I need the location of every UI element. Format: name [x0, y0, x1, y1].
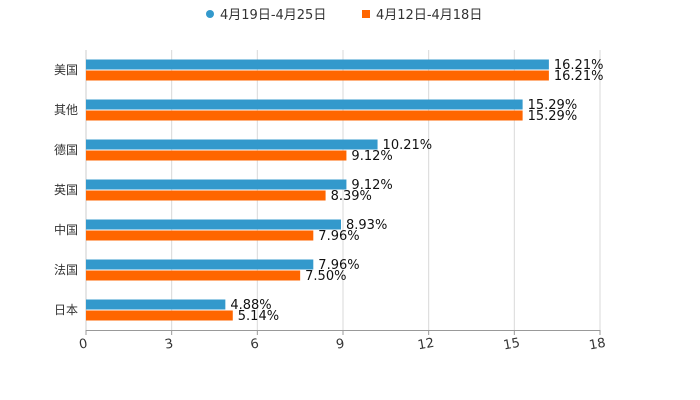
legend-marker-series-1	[206, 10, 214, 18]
data-label: 5.14%	[238, 309, 279, 324]
x-tick-label: 9	[335, 336, 346, 352]
legend-marker-series-2	[362, 10, 370, 18]
legend-label: 4月19日-4月25日	[220, 8, 326, 23]
category-label: 德国	[54, 142, 78, 157]
category-label: 其他	[54, 103, 78, 117]
data-label: 4.88%	[230, 298, 271, 313]
data-label: 10.21%	[383, 138, 433, 153]
data-label: 7.50%	[305, 269, 346, 284]
data-label: 8.93%	[346, 218, 387, 233]
x-tick-label: 12	[417, 336, 436, 354]
data-label: 7.96%	[318, 229, 359, 244]
data-label: 7.96%	[318, 258, 359, 273]
legend-label: 4月12日-4月18日	[376, 8, 482, 23]
data-label: 15.29%	[528, 109, 578, 124]
x-tick-label: 6	[249, 336, 260, 352]
category-label: 法国	[54, 263, 78, 277]
bar-series-1	[86, 99, 523, 110]
bar-series-2	[86, 110, 523, 121]
x-tick-label: 18	[588, 336, 607, 354]
bar-series-2	[86, 270, 301, 281]
data-label: 15.29%	[528, 98, 578, 113]
bar-series-1	[86, 179, 347, 190]
bar-series-1	[86, 299, 226, 310]
bar-series-1	[86, 139, 378, 150]
data-label: 16.21%	[554, 69, 604, 84]
bar-series-1	[86, 219, 342, 230]
bar-series-2	[86, 150, 347, 161]
x-tick-label: 15	[502, 336, 521, 354]
data-label: 8.39%	[331, 189, 372, 204]
data-label: 16.21%	[554, 58, 604, 73]
x-tick-label: 0	[78, 336, 89, 352]
data-label: 9.12%	[351, 149, 392, 164]
x-tick-label: 3	[164, 336, 175, 352]
data-label: 9.12%	[351, 178, 392, 193]
bar-series-1	[86, 259, 314, 270]
bar-series-2	[86, 310, 233, 321]
category-label: 日本	[54, 303, 78, 317]
category-label: 中国	[54, 222, 78, 237]
bar-series-2	[86, 230, 314, 241]
category-label: 美国	[54, 63, 78, 77]
bar-series-2	[86, 190, 326, 201]
bar-series-2	[86, 70, 549, 81]
category-label: 英国	[54, 183, 78, 197]
bar-series-1	[86, 59, 549, 70]
